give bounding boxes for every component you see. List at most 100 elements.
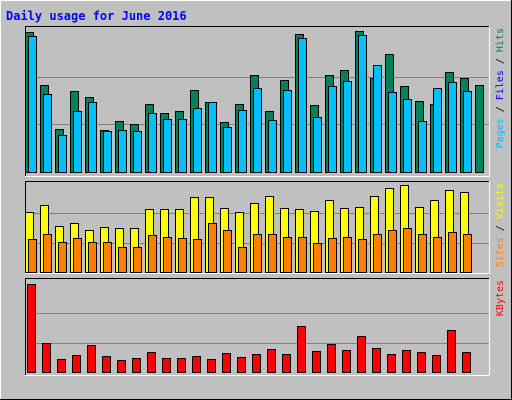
hits-files-pages-bar-pages-day-8 bbox=[133, 131, 142, 173]
kbytes-bar-kbytes-day-17 bbox=[267, 349, 276, 373]
plot-layer: Pages / Files / Hits Sites / Visits KBytes bbox=[25, 26, 506, 376]
visits-sites-bar-sites-day-9 bbox=[148, 235, 157, 273]
kbytes-bar-kbytes-day-2 bbox=[42, 343, 51, 373]
hits-files-pages-bar-pages-day-2 bbox=[43, 94, 52, 173]
visits-sites-bar-sites-day-3 bbox=[58, 242, 67, 273]
visits-sites-bar-sites-day-29 bbox=[448, 232, 457, 273]
hits-files-pages-bar-pages-day-20 bbox=[313, 117, 322, 173]
visits-sites-bar-sites-day-22 bbox=[343, 237, 352, 273]
kbytes-bar-kbytes-day-27 bbox=[417, 352, 426, 373]
hits-files-pages-legend: Pages / Files / Hits bbox=[495, 28, 506, 148]
hits-files-pages-bar-pages-day-17 bbox=[268, 120, 277, 173]
hits-files-pages-bar-pages-day-11 bbox=[178, 119, 187, 173]
hits-files-pages-bar-pages-day-1 bbox=[28, 36, 37, 173]
hits-files-pages-bar-pages-day-18 bbox=[283, 90, 292, 173]
kbytes-legend: KBytes bbox=[495, 280, 506, 316]
hits-files-pages-bar-pages-day-12 bbox=[193, 108, 202, 173]
kbytes-bar-kbytes-day-11 bbox=[177, 358, 186, 373]
hits-files-pages-bar-pages-day-27 bbox=[418, 121, 427, 173]
visits-sites-bar-sites-day-12 bbox=[193, 239, 202, 273]
visits-sites-bar-sites-day-5 bbox=[88, 242, 97, 273]
hits-files-pages-bar-pages-day-5 bbox=[88, 102, 97, 173]
visits-sites-bar-sites-day-17 bbox=[268, 234, 277, 273]
visits-sites-bar-sites-day-16 bbox=[253, 234, 262, 273]
kbytes-bar-kbytes-day-15 bbox=[237, 357, 246, 373]
hits-files-pages-bar-pages-day-4 bbox=[73, 111, 82, 173]
kbytes-bar-kbytes-day-3 bbox=[57, 359, 66, 373]
kbytes-bar-kbytes-day-13 bbox=[207, 359, 216, 373]
hits-files-pages-bar-pages-day-24 bbox=[373, 65, 382, 173]
hits-files-pages-bar-pages-day-25 bbox=[388, 92, 397, 173]
visits-sites-bar-sites-day-10 bbox=[163, 237, 172, 273]
kbytes-bar-kbytes-day-20 bbox=[312, 351, 321, 373]
visits-sites-bar-sites-day-13 bbox=[208, 223, 217, 273]
hits-files-pages-legend-pages: Pages bbox=[495, 118, 506, 148]
visits-sites-legend-visits: Visits bbox=[495, 183, 506, 219]
visits-sites-bar-sites-day-8 bbox=[133, 247, 142, 273]
visits-sites-bar-sites-day-6 bbox=[103, 242, 112, 273]
kbytes-bar-kbytes-day-12 bbox=[192, 356, 201, 373]
hits-files-pages-bar-pages-day-26 bbox=[403, 99, 412, 173]
hits-files-pages-bar-hits-day-31 bbox=[475, 85, 484, 173]
visits-sites-bar-sites-day-28 bbox=[433, 237, 442, 273]
visits-sites-bar-sites-day-11 bbox=[178, 238, 187, 273]
hits-files-pages-bar-pages-day-28 bbox=[433, 88, 442, 173]
hits-files-pages-legend-separator: / bbox=[495, 100, 506, 118]
hits-files-pages-bar-pages-day-19 bbox=[298, 38, 307, 173]
hits-files-pages-bar-pages-day-7 bbox=[118, 130, 127, 173]
visits-sites-bar-sites-day-25 bbox=[388, 230, 397, 273]
kbytes-bar-kbytes-day-24 bbox=[372, 348, 381, 373]
kbytes-bar-kbytes-day-22 bbox=[342, 350, 351, 373]
kbytes-bar-kbytes-day-4 bbox=[72, 355, 81, 373]
kbytes-bar-kbytes-day-10 bbox=[162, 358, 171, 373]
kbytes-bar-kbytes-day-23 bbox=[357, 336, 366, 373]
visits-sites-bar-sites-day-18 bbox=[283, 237, 292, 273]
visits-sites-bar-sites-day-23 bbox=[358, 239, 367, 273]
visits-sites-legend-sites: Sites bbox=[495, 237, 506, 267]
kbytes-bar-kbytes-day-16 bbox=[252, 354, 261, 373]
visits-sites-bar-sites-day-7 bbox=[118, 247, 127, 273]
kbytes-bar-kbytes-day-6 bbox=[102, 356, 111, 373]
kbytes-bar-kbytes-day-25 bbox=[387, 354, 396, 373]
hits-files-pages-bar-pages-day-15 bbox=[238, 110, 247, 173]
kbytes-bar-kbytes-day-30 bbox=[462, 352, 471, 373]
kbytes-bar-kbytes-day-7 bbox=[117, 360, 126, 373]
hits-files-pages-legend-hits: Hits bbox=[495, 28, 506, 52]
kbytes-bar-kbytes-day-18 bbox=[282, 354, 291, 373]
kbytes-legend-kbytes: KBytes bbox=[495, 280, 506, 316]
hits-files-pages-bar-pages-day-16 bbox=[253, 88, 262, 173]
kbytes-bar-kbytes-day-1 bbox=[27, 284, 36, 373]
kbytes-bar-kbytes-day-29 bbox=[447, 330, 456, 373]
visits-sites-bar-sites-day-21 bbox=[328, 238, 337, 273]
hits-files-pages-bar-pages-day-10 bbox=[163, 119, 172, 173]
hits-files-pages-bar-pages-day-13 bbox=[208, 102, 217, 173]
hits-files-pages-bar-pages-day-29 bbox=[448, 82, 457, 173]
visits-sites-bar-sites-day-4 bbox=[73, 238, 82, 273]
visits-sites-bar-sites-day-2 bbox=[43, 234, 52, 273]
kbytes-bar-kbytes-day-21 bbox=[327, 344, 336, 373]
hits-files-pages-legend-files: Files bbox=[495, 70, 506, 100]
hits-files-pages-bar-pages-day-3 bbox=[58, 135, 67, 173]
hits-files-pages-bar-pages-day-6 bbox=[103, 131, 112, 173]
visits-sites-legend-separator: / bbox=[495, 219, 506, 237]
kbytes-bar-kbytes-day-9 bbox=[147, 352, 156, 373]
visits-sites-bar-sites-day-19 bbox=[298, 237, 307, 273]
kbytes-bar-kbytes-day-26 bbox=[402, 350, 411, 373]
visits-sites-bar-sites-day-14 bbox=[223, 230, 232, 273]
visits-sites-bar-sites-day-26 bbox=[403, 228, 412, 273]
hits-files-pages-bar-pages-day-14 bbox=[223, 127, 232, 173]
kbytes-bar-kbytes-day-19 bbox=[297, 326, 306, 373]
visits-sites-bar-sites-day-20 bbox=[313, 243, 322, 273]
hits-files-pages-legend-separator: / bbox=[495, 52, 506, 70]
hits-files-pages-bar-pages-day-23 bbox=[358, 35, 367, 173]
hits-files-pages-bar-pages-day-9 bbox=[148, 113, 157, 173]
hits-files-pages-bar-pages-day-22 bbox=[343, 81, 352, 173]
kbytes-bar-kbytes-day-14 bbox=[222, 353, 231, 373]
hits-files-pages-bar-pages-day-30 bbox=[463, 91, 472, 173]
chart-title: Daily usage for June 2016 bbox=[6, 9, 187, 23]
kbytes-bar-kbytes-day-8 bbox=[132, 358, 141, 373]
visits-sites-bar-sites-day-15 bbox=[238, 247, 247, 273]
visits-sites-bar-sites-day-27 bbox=[418, 234, 427, 273]
